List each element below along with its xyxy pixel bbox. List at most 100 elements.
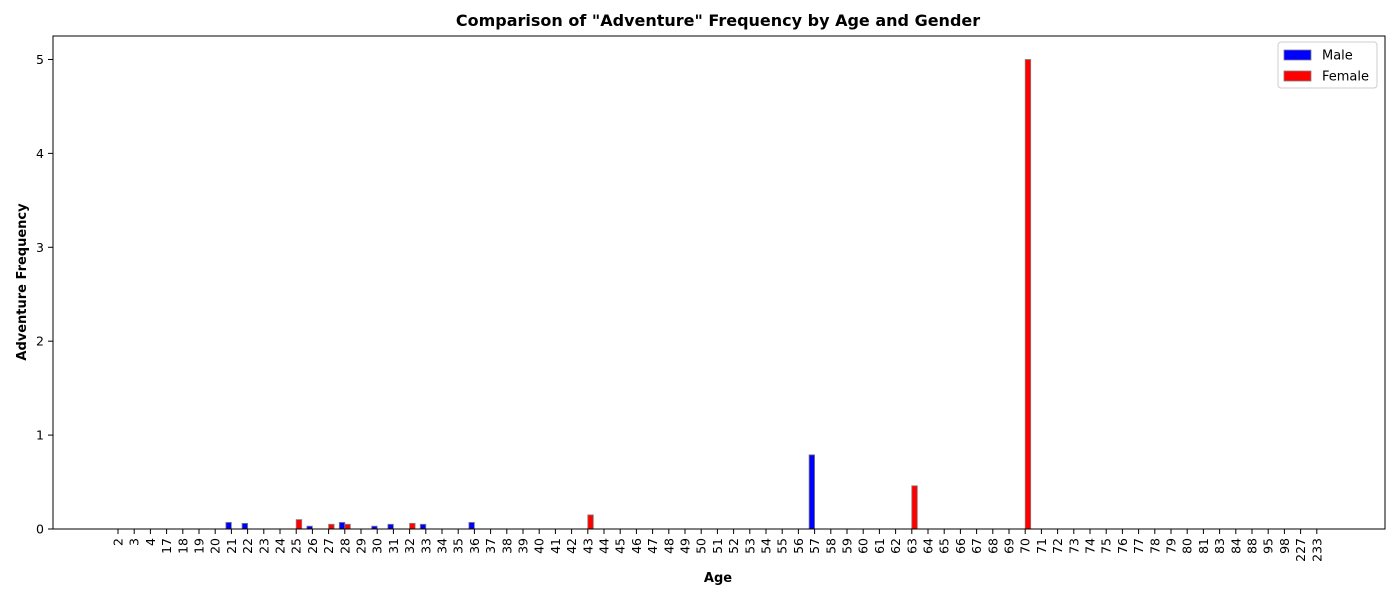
x-tick-label: 98 — [1277, 538, 1292, 554]
x-tick-label: 60 — [856, 538, 871, 554]
bar-female-28 — [344, 523, 351, 530]
y-tick-label: 1 — [36, 428, 44, 443]
x-tick-label: 57 — [807, 538, 822, 554]
x-tick-label: 68 — [985, 538, 1000, 554]
x-tick-label: 30 — [370, 538, 385, 554]
bar-male-33 — [419, 523, 427, 530]
x-tick-label: 95 — [1261, 538, 1276, 554]
bar-female-25 — [295, 519, 303, 530]
x-tick-label: 32 — [402, 538, 417, 554]
x-tick-label: 33 — [418, 538, 433, 554]
x-tick-label: 76 — [1115, 538, 1130, 554]
y-axis-label: Adventure Frequency — [15, 203, 30, 361]
x-tick-label: 74 — [1083, 538, 1098, 554]
legend: Male Female — [1277, 41, 1378, 89]
x-tick-label: 18 — [175, 538, 190, 554]
x-tick-label: 53 — [742, 538, 757, 554]
x-tick-label: 21 — [224, 538, 239, 554]
bar-female-63 — [911, 485, 918, 530]
x-tick-label: 59 — [840, 538, 855, 554]
chart-title: Comparison of "Adventure" Frequency by A… — [456, 11, 980, 30]
x-tick-label: 81 — [1196, 538, 1211, 554]
legend-swatch-female — [1283, 70, 1312, 82]
x-tick-label: 63 — [904, 538, 919, 554]
x-tick-label: 50 — [694, 538, 709, 554]
x-tick-label: 56 — [791, 538, 806, 554]
x-tick-label: 62 — [888, 538, 903, 554]
x-tick-label: 25 — [289, 538, 304, 554]
x-axis-label: Age — [704, 571, 732, 586]
x-tick-label: 34 — [435, 538, 450, 554]
x-tick-label: 84 — [1228, 538, 1243, 554]
x-tick-label: 23 — [256, 538, 271, 554]
legend-swatch-male — [1283, 49, 1312, 61]
bar-male-57 — [808, 454, 815, 530]
x-tick-label: 43 — [580, 538, 595, 554]
x-tick-label: 20 — [208, 538, 223, 554]
x-tick-label: 27 — [321, 538, 336, 554]
x-tick-label: 65 — [937, 538, 952, 554]
x-tick-label: 58 — [823, 538, 838, 554]
x-tick-label: 29 — [354, 538, 369, 554]
x-tick-label: 52 — [726, 538, 741, 554]
y-tick-label: 3 — [36, 240, 44, 255]
x-tick-label: 35 — [451, 538, 466, 554]
x-tick-label: 2 — [111, 538, 126, 546]
x-tick-label: 72 — [1050, 538, 1065, 554]
x-tick-label: 70 — [1018, 538, 1033, 554]
y-tick-label: 5 — [36, 52, 44, 67]
legend-label-male: Male — [1322, 49, 1353, 64]
x-tick-label: 42 — [564, 538, 579, 554]
x-tick-label: 73 — [1066, 538, 1081, 554]
y-tick-label: 2 — [36, 334, 44, 349]
x-tick-label: 51 — [710, 538, 725, 554]
x-tick-label: 46 — [629, 538, 644, 554]
bar-female-27 — [328, 523, 335, 530]
x-tick-label: 54 — [759, 538, 774, 554]
x-tick-label: 39 — [516, 538, 531, 554]
x-tick-label: 71 — [1034, 538, 1049, 554]
x-tick-label: 78 — [1147, 538, 1162, 554]
x-tick-label: 88 — [1245, 538, 1260, 554]
x-tick-label: 4 — [143, 538, 158, 546]
bar-male-31 — [387, 523, 394, 530]
x-tick-label: 79 — [1164, 538, 1179, 554]
x-tick-label: 67 — [969, 538, 984, 554]
x-tick-label: 227 — [1293, 538, 1308, 562]
y-tick-label: 4 — [36, 146, 44, 161]
x-tick-label: 24 — [273, 538, 288, 554]
x-tick-label: 41 — [548, 538, 563, 554]
x-tick-label: 44 — [597, 538, 612, 554]
x-tick-label: 80 — [1180, 538, 1195, 554]
x-tick-label: 61 — [872, 538, 887, 554]
x-tick-label: 3 — [127, 538, 142, 546]
x-tick-label: 22 — [240, 538, 255, 554]
bar-female-43 — [587, 514, 594, 530]
x-tick-label: 47 — [645, 538, 660, 554]
x-tick-label: 83 — [1212, 538, 1227, 554]
x-tick-label: 75 — [1099, 538, 1114, 554]
y-tick-label: 0 — [36, 522, 44, 537]
bar-female-70 — [1024, 59, 1032, 530]
x-tick-label: 38 — [499, 538, 514, 554]
x-tick-label: 31 — [386, 538, 401, 554]
x-tick-label: 17 — [159, 538, 174, 554]
x-tick-label: 48 — [661, 538, 676, 554]
bar-male-21 — [225, 522, 232, 530]
x-tick-label: 19 — [192, 538, 207, 554]
x-tick-label: 77 — [1131, 538, 1146, 554]
x-tick-label: 66 — [953, 538, 968, 554]
legend-label-female: Female — [1322, 70, 1369, 85]
x-tick-label: 233 — [1309, 538, 1324, 562]
bar-female-32 — [409, 522, 416, 530]
x-tick-label: 49 — [678, 538, 693, 554]
plot-frame — [52, 35, 1386, 530]
x-tick-label: 36 — [467, 538, 482, 554]
x-tick-label: 40 — [532, 538, 547, 554]
bar-male-28 — [338, 522, 346, 530]
x-tick-label: 45 — [613, 538, 628, 554]
x-tick-label: 64 — [921, 538, 936, 554]
x-tick-label: 55 — [775, 538, 790, 554]
